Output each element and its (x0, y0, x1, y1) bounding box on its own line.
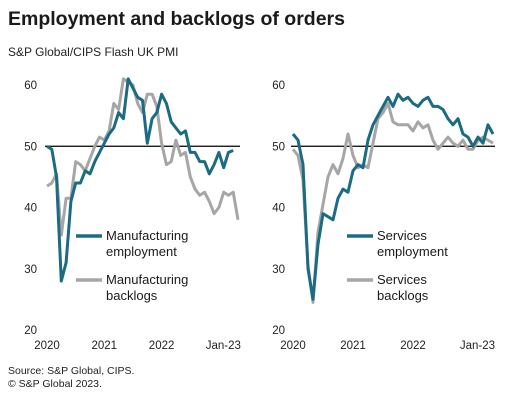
legend-label: Services (377, 272, 427, 287)
series-line-services-employment (291, 92, 495, 301)
source-note: Source: S&P Global, CIPS. © S&P Global 2… (8, 365, 134, 391)
legend-label: employment (106, 244, 177, 259)
y-tick-label: 60 (24, 80, 37, 92)
x-tick-label: 2021 (92, 340, 118, 352)
x-tick-label: Jan-23 (460, 340, 495, 352)
x-tick-label: 2020 (280, 340, 306, 352)
source-line: Source: S&P Global, CIPS. (8, 365, 135, 377)
x-tick-label: Jan-23 (206, 340, 241, 352)
x-tick-label: 2020 (34, 340, 60, 352)
x-tick-label: 2022 (400, 340, 426, 352)
legend-label: backlogs (106, 288, 158, 303)
y-tick-label: 40 (24, 203, 37, 215)
legend-label: Manufacturing (106, 272, 188, 287)
legend-label: Manufacturing (106, 228, 188, 243)
series-line-manufacturing-employment (46, 77, 234, 283)
legend-label: Services (377, 228, 427, 243)
y-tick-label: 50 (24, 141, 37, 153)
y-tick-label: 20 (272, 325, 285, 337)
y-tick-label: 40 (272, 203, 285, 215)
chart-title: Employment and backlogs of orders (8, 8, 345, 30)
y-tick-label: 60 (272, 80, 285, 92)
copyright-line: © S&P Global 2023. (8, 378, 102, 390)
legend-label: backlogs (377, 288, 429, 303)
series-line-services-backlogs (291, 101, 494, 304)
manufacturing-panel: 20 30 40 50 60 2020 2021 2022 Jan-23 Manufacturin… (24, 77, 241, 352)
y-tick-label: 30 (24, 264, 37, 276)
chart-subtitle: S&P Global/CIPS Flash UK PMI (8, 45, 179, 59)
x-tick-label: 2021 (340, 340, 366, 352)
y-tick-label: 20 (24, 325, 37, 337)
y-tick-label: 50 (272, 141, 285, 153)
x-tick-label: 2022 (149, 340, 175, 352)
legend-label: employment (377, 244, 448, 259)
y-tick-label: 30 (272, 264, 285, 276)
